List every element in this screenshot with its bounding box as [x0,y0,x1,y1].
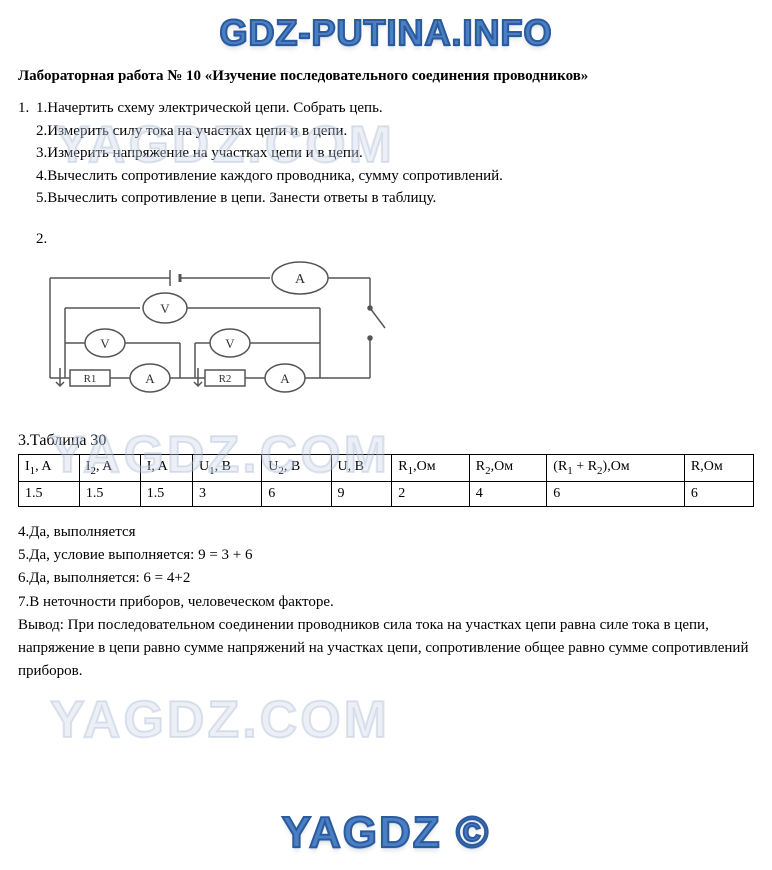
table-cell: 6 [547,481,685,506]
table-header: I, A [140,455,192,482]
table-cell: 3 [193,481,262,506]
table-cell: 1.5 [79,481,140,506]
table-cell: 1.5 [140,481,192,506]
answer-line: 7.В неточности приборов, человеческом фа… [18,591,754,614]
table-cell: 1.5 [19,481,80,506]
section-2-label: 2. [36,228,754,251]
circuit-diagram: A R1 A R2 A V V [30,258,390,413]
answers-block: 4.Да, выполняется 5.Да, условие выполняе… [0,521,772,684]
answer-line: 4.Да, выполняется [18,521,754,544]
svg-text:R1: R1 [84,373,97,385]
svg-text:R2: R2 [219,373,232,385]
step-text: 2.Измерить силу тока на участках цепи и … [36,120,754,143]
table-header: R2,Ом [469,455,547,482]
table-label: 3.Таблица 30 [18,432,772,450]
answer-line: 5.Да, условие выполняется: 9 = 3 + 6 [18,544,754,567]
table-header: I2, A [79,455,140,482]
table-header: U2, B [262,455,331,482]
svg-text:A: A [295,272,306,287]
watermark: YAGDZ.COM [50,690,390,750]
answer-line: Вывод: При последовательном соединении п… [18,614,754,684]
header-logo: GDZ-PUTINA.INFO [0,0,772,62]
table-header: U, B [331,455,392,482]
table-header: R,Ом [684,455,753,482]
step-text: 4.Вычеслить сопротивление каждого провод… [36,165,754,188]
step-text: 3.Измерить напряжение на участках цепи и… [36,142,754,165]
table-header: (R1 + R2),Ом [547,455,685,482]
table-header: I1, A [19,455,80,482]
page-title: Лабораторная работа № 10 «Изучение после… [0,62,772,97]
svg-text:V: V [160,301,170,316]
answer-line: 6.Да, выполняется: 6 = 4+2 [18,567,754,590]
table-row: 1.5 1.5 1.5 3 6 9 2 4 6 6 [19,481,754,506]
table-cell: 9 [331,481,392,506]
task-number: 1. [18,97,36,120]
table-cell: 6 [262,481,331,506]
table-header: R1,Ом [392,455,470,482]
footer-logo: YAGDZ © [0,808,772,858]
table-header: U1, B [193,455,262,482]
step-text: 1.Начертить схему электрической цепи. Со… [36,100,383,116]
step-text: 5.Вычеслить сопротивление в цепи. Занест… [36,187,754,210]
data-table: I1, A I2, A I, A U1, B U2, B U, B R1,Ом … [18,454,754,507]
task-1: 1.1.Начертить схему электрической цепи. … [0,97,772,250]
svg-text:A: A [145,371,155,386]
svg-text:V: V [100,336,110,351]
table-cell: 6 [684,481,753,506]
table-cell: 4 [469,481,547,506]
svg-text:A: A [280,371,290,386]
svg-text:V: V [225,336,235,351]
table-header-row: I1, A I2, A I, A U1, B U2, B U, B R1,Ом … [19,455,754,482]
table-cell: 2 [392,481,470,506]
